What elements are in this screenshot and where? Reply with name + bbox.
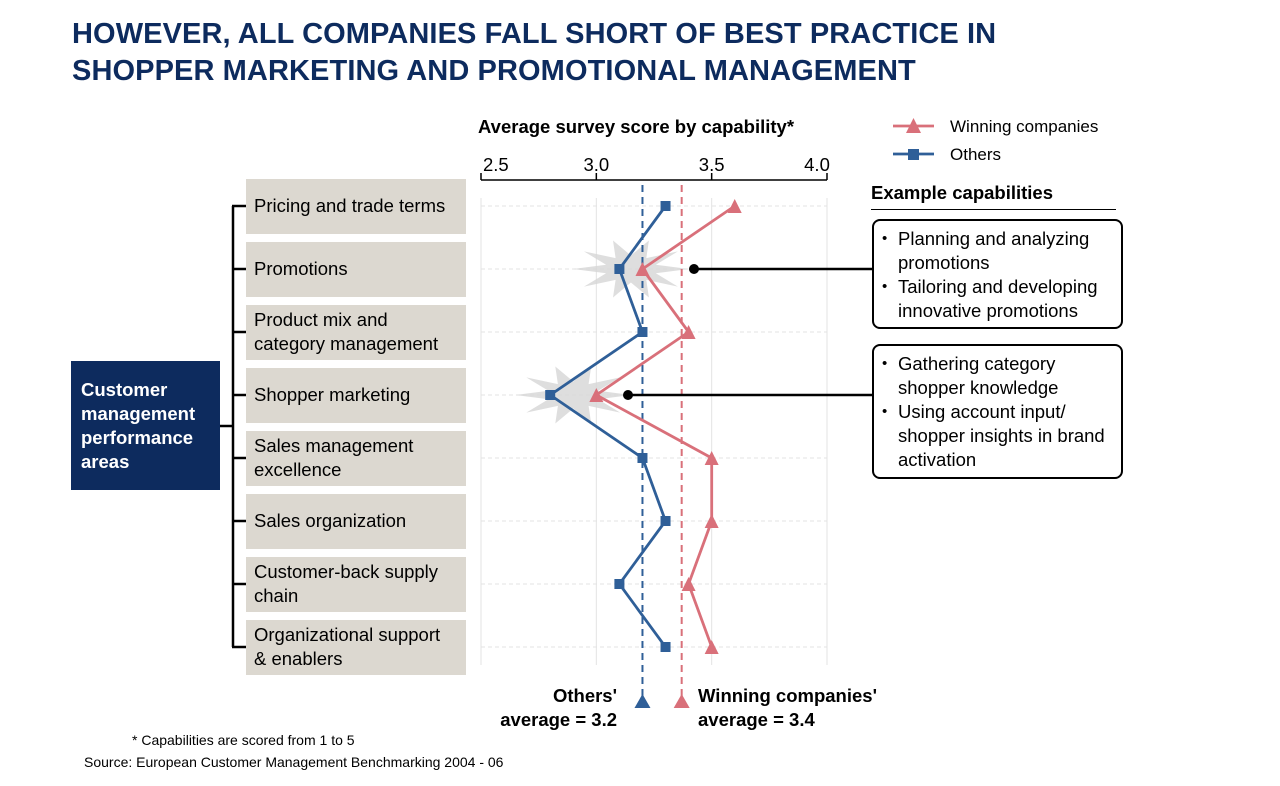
highlight-burst [572, 240, 689, 298]
category-label-line: chain [254, 585, 299, 606]
data-point-winning [681, 577, 696, 591]
performance-areas-label: Customer management performance areas [71, 361, 220, 490]
category-box: Sales organization [246, 493, 466, 549]
data-point-winning [704, 451, 719, 465]
average-marker-winning [673, 694, 690, 708]
chart-series [545, 199, 742, 654]
bullet-icon: • [882, 230, 888, 247]
callout-dot-shopper [623, 390, 633, 400]
example-capabilities-rule [871, 209, 1116, 210]
performance-areas-line: performance [81, 427, 194, 448]
promotions-example-box: • Planning and analyzing promotions • Ta… [872, 219, 1123, 329]
category-label: Shopper marketing [254, 383, 410, 407]
data-point-winning [704, 514, 719, 528]
category-box: Customer-back supply chain [246, 556, 466, 612]
category-label: Promotions [254, 257, 348, 281]
bullet-text: Using account input/ shopper insights in… [898, 401, 1105, 470]
bullet-text: Planning and analyzing promotions [898, 228, 1090, 273]
category-label: Sales management excellence [254, 434, 413, 482]
category-label-line: Sales management [254, 435, 414, 456]
axis-title: Average survey score by capability* [478, 116, 795, 137]
legend-marker-winning [906, 118, 921, 133]
performance-areas-line: management [81, 403, 196, 424]
category-label: Pricing and trade terms [254, 194, 445, 218]
data-point-others [614, 264, 625, 274]
title-line-1: HOWEVER, ALL COMPANIES FALL SHORT OF BES… [72, 18, 997, 50]
category-label-line: Sales organization [254, 510, 407, 531]
data-point-others [614, 579, 625, 589]
category-label: Sales organization [254, 509, 406, 533]
others-average-value: average = 3.2 [500, 709, 617, 730]
category-label: Organizational support & enablers [254, 623, 440, 671]
axis-tick-label: 4.0 [804, 154, 830, 175]
chart-grid [480, 198, 828, 665]
data-point-others [660, 201, 671, 211]
category-label-line: Shopper marketing [254, 384, 411, 405]
legend-label-winning: Winning companies [950, 117, 1099, 136]
category-label-line: Product mix and [254, 309, 388, 330]
callout-dot-promotions [689, 264, 699, 274]
data-point-winning [681, 325, 696, 339]
winning-average-value: average = 3.4 [698, 709, 815, 730]
category-label-line: Pricing and trade terms [254, 195, 446, 216]
category-label-line: excellence [254, 459, 342, 480]
page-title: HOWEVER, ALL COMPANIES FALL SHORT OF BES… [72, 16, 1222, 90]
series-line-others [548, 205, 667, 648]
data-point-others [637, 327, 648, 337]
category-label: Product mix and category management [254, 308, 438, 356]
bullet-item: • Planning and analyzing promotions [882, 227, 1115, 275]
category-label-line: Customer-back supply [254, 561, 439, 582]
bullet-icon: • [882, 278, 888, 295]
legend-label-others: Others [950, 145, 1002, 164]
category-bracket [220, 204, 246, 649]
series-line-winning [594, 204, 736, 648]
category-box: Promotions [246, 241, 466, 297]
bullet-item: • Gathering category shopper knowledge [882, 352, 1115, 400]
category-label-line: Promotions [254, 258, 348, 279]
bullet-item: • Using account input/ shopper insights … [882, 400, 1115, 472]
data-point-winning [727, 199, 742, 213]
data-point-winning [589, 388, 604, 402]
others-average-label: Others' [553, 685, 617, 706]
axis-tick-label: 2.5 [483, 154, 509, 175]
category-box: Organizational support & enablers [246, 619, 466, 675]
category-label-line: category management [254, 333, 439, 354]
axis-tick-label: 3.5 [699, 154, 725, 175]
bullet-text: Gathering category shopper knowledge [898, 353, 1059, 398]
category-box: Pricing and trade terms [246, 178, 466, 234]
legend-marker-others [908, 149, 919, 160]
performance-areas-line: areas [81, 451, 130, 472]
axis-tick-label: 3.0 [583, 154, 609, 175]
category-box: Shopper marketing [246, 367, 466, 423]
average-marker-others [634, 694, 651, 708]
bullet-text: Tailoring and developing innovative prom… [898, 276, 1098, 321]
data-point-others [545, 390, 556, 400]
category-box: Sales management excellence [246, 430, 466, 486]
category-label-line: & enablers [254, 648, 343, 669]
example-capabilities-title: Example capabilities [871, 182, 1054, 203]
footnote-source: Source: European Customer Management Ben… [84, 754, 504, 770]
data-point-winning [704, 640, 719, 654]
data-point-others [660, 642, 671, 652]
bullet-icon: • [882, 355, 888, 372]
performance-areas-line: Customer [81, 379, 168, 400]
bullet-icon: • [882, 403, 888, 420]
category-box: Product mix and category management [246, 304, 466, 360]
highlight-bursts [515, 240, 689, 424]
data-point-others [637, 453, 648, 463]
highlight-burst [515, 366, 632, 424]
title-line-2: SHOPPER MARKETING AND PROMOTIONAL MANAGE… [72, 55, 916, 87]
shopper-example-box: • Gathering category shopper knowledge •… [872, 344, 1123, 479]
winning-average-label: Winning companies' [698, 685, 877, 706]
footnote-scoring: * Capabilities are scored from 1 to 5 [132, 732, 355, 748]
bullet-item: • Tailoring and developing innovative pr… [882, 275, 1115, 323]
chart-legend [893, 118, 934, 160]
category-label: Customer-back supply chain [254, 560, 438, 608]
data-point-winning [635, 262, 650, 276]
chart-axis: Average survey score by capability* 2.5 3.… [478, 116, 830, 181]
callout-lines [623, 264, 872, 400]
data-point-others [660, 516, 671, 526]
category-label-line: Organizational support [254, 624, 441, 645]
